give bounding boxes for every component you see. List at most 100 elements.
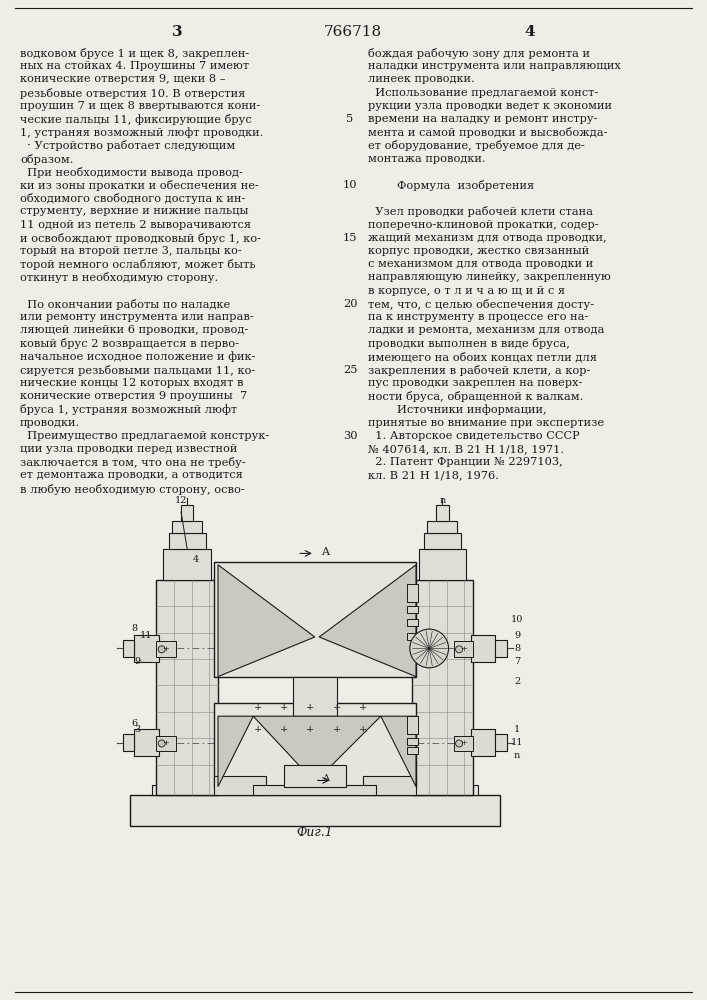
- Text: · Устройство работает следующим: · Устройство работает следующим: [20, 140, 235, 151]
- Text: конические отверстия 9 проушины  7: конические отверстия 9 проушины 7: [20, 391, 247, 401]
- Polygon shape: [253, 716, 381, 782]
- Text: проводки выполнен в виде бруса,: проводки выполнен в виде бруса,: [368, 338, 570, 349]
- Text: 5: 5: [346, 114, 354, 124]
- Circle shape: [410, 629, 448, 668]
- Text: обходимого свободного доступа к ин-: обходимого свободного доступа к ин-: [20, 193, 245, 204]
- Text: По окончании работы по наладке: По окончании работы по наладке: [20, 299, 230, 310]
- Text: 7: 7: [514, 657, 520, 666]
- Text: торый на второй петле 3, пальцы ко-: торый на второй петле 3, пальцы ко-: [20, 246, 242, 256]
- Bar: [495, 640, 507, 657]
- Text: +: +: [280, 725, 288, 734]
- Text: Формула  изобретения: Формула изобретения: [368, 180, 534, 191]
- Text: n: n: [514, 751, 520, 760]
- Text: тем, что, с целью обеспечения досту-: тем, что, с целью обеспечения досту-: [368, 299, 594, 310]
- Bar: [407, 633, 418, 640]
- Text: ки из зоны прокатки и обеспечения не-: ки из зоны прокатки и обеспечения не-: [20, 180, 259, 191]
- Bar: [218, 582, 416, 607]
- Bar: [123, 640, 134, 657]
- Bar: [407, 606, 418, 613]
- Bar: [436, 505, 448, 521]
- Text: проушин 7 и щек 8 ввертываются кони-: проушин 7 и щек 8 ввертываются кони-: [20, 101, 260, 111]
- Text: +: +: [254, 703, 262, 712]
- Text: +: +: [163, 739, 170, 747]
- Text: Узел проводки рабочей клети стана: Узел проводки рабочей клети стана: [368, 206, 593, 217]
- Text: +: +: [359, 703, 368, 712]
- Text: +: +: [333, 703, 341, 712]
- Polygon shape: [319, 565, 416, 677]
- Bar: [407, 738, 418, 745]
- Bar: [173, 521, 202, 533]
- Text: наладки инструмента или направляющих: наладки инструмента или направляющих: [368, 61, 621, 71]
- Text: в корпусе, о т л и ч а ю щ и й с я: в корпусе, о т л и ч а ю щ и й с я: [368, 286, 565, 296]
- Text: 1: 1: [514, 725, 520, 734]
- Text: па к инструменту в процессе его на-: па к инструменту в процессе его на-: [368, 312, 588, 322]
- Text: +: +: [460, 739, 467, 747]
- Text: 6: 6: [132, 719, 137, 728]
- Text: Фиг.1: Фиг.1: [296, 826, 333, 839]
- Text: +: +: [359, 725, 368, 734]
- Text: начальное исходное положение и фик-: начальное исходное положение и фик-: [20, 352, 255, 362]
- Text: ляющей линейки 6 проводки, провод-: ляющей линейки 6 проводки, провод-: [20, 325, 248, 335]
- Text: 2. Патент Франции № 2297103,: 2. Патент Франции № 2297103,: [368, 457, 563, 467]
- Text: Использование предлагаемой конст-: Использование предлагаемой конст-: [368, 88, 598, 98]
- Text: ет оборудование, требуемое для де-: ет оборудование, требуемое для де-: [368, 140, 585, 151]
- Text: +: +: [163, 645, 170, 653]
- Text: A: A: [322, 774, 329, 783]
- Text: ладки и ремонта, механизм для отвода: ладки и ремонта, механизм для отвода: [368, 325, 604, 335]
- Text: ных на стойках 4. Проушины 7 имеют: ных на стойках 4. Проушины 7 имеют: [20, 61, 249, 71]
- Text: мента и самой проводки и высвобожда-: мента и самой проводки и высвобожда-: [368, 127, 607, 138]
- Bar: [471, 635, 495, 662]
- Text: кл. В 21 Н 1/18, 1976.: кл. В 21 Н 1/18, 1976.: [368, 470, 499, 480]
- Text: 12: 12: [175, 496, 187, 505]
- Text: Преимущество предлагаемой конструк-: Преимущество предлагаемой конструк-: [20, 431, 269, 441]
- Text: торой немного ослабляют, может быть: торой немного ослабляют, может быть: [20, 259, 255, 270]
- Text: 4: 4: [193, 555, 199, 564]
- Text: 2: 2: [514, 676, 520, 686]
- Text: образом.: образом.: [20, 154, 74, 165]
- Bar: [407, 716, 418, 734]
- Text: 10: 10: [511, 615, 523, 624]
- Text: рукции узла проводки ведет к экономии: рукции узла проводки ведет к экономии: [368, 101, 612, 111]
- Bar: [454, 736, 473, 751]
- Text: линеек проводки.: линеек проводки.: [368, 74, 474, 84]
- Bar: [471, 729, 495, 756]
- Text: в любую необходимую сторону, осво-: в любую необходимую сторону, осво-: [20, 484, 245, 495]
- Text: 11: 11: [139, 631, 152, 640]
- Polygon shape: [381, 716, 416, 787]
- Circle shape: [455, 740, 462, 747]
- Text: бождая рабочую зону для ремонта и: бождая рабочую зону для ремонта и: [368, 48, 590, 59]
- Text: +: +: [306, 725, 315, 734]
- Text: 8: 8: [514, 644, 520, 653]
- Text: струменту, верхние и нижние пальцы: струменту, верхние и нижние пальцы: [20, 206, 248, 216]
- Bar: [134, 635, 159, 662]
- Text: монтажа проводки.: монтажа проводки.: [368, 154, 486, 164]
- Text: 766718: 766718: [324, 25, 382, 39]
- Bar: [428, 521, 457, 533]
- Text: пус проводки закреплен на поверх-: пус проводки закреплен на поверх-: [368, 378, 583, 388]
- Text: ет демонтажа проводки, а отводится: ет демонтажа проводки, а отводится: [20, 470, 243, 480]
- Text: конические отверстия 9, щеки 8 –: конические отверстия 9, щеки 8 –: [20, 74, 226, 84]
- Text: +: +: [254, 725, 262, 734]
- Text: или ремонту инструмента или направ-: или ремонту инструмента или направ-: [20, 312, 254, 322]
- Bar: [419, 549, 466, 580]
- Text: 15: 15: [343, 233, 357, 243]
- Polygon shape: [218, 716, 253, 787]
- Bar: [134, 729, 159, 756]
- Text: ческие пальцы 11, фиксирующие брус: ческие пальцы 11, фиксирующие брус: [20, 114, 252, 125]
- Text: ковый брус 2 возвращается в перво-: ковый брус 2 возвращается в перво-: [20, 338, 239, 349]
- Text: откинут в необходимую сторону.: откинут в необходимую сторону.: [20, 272, 218, 283]
- Bar: [363, 776, 416, 795]
- Text: жащий механизм для отвода проводки,: жащий механизм для отвода проводки,: [368, 233, 607, 243]
- Bar: [156, 641, 176, 657]
- Text: резьбовые отверстия 10. В отверстия: резьбовые отверстия 10. В отверстия: [20, 88, 245, 99]
- Bar: [411, 580, 473, 795]
- Text: принятые во внимание при экспертизе: принятые во внимание при экспертизе: [368, 418, 604, 428]
- Bar: [495, 734, 507, 751]
- Bar: [407, 619, 418, 626]
- Text: 9: 9: [514, 631, 520, 640]
- Text: 20: 20: [343, 299, 357, 309]
- Text: сируется резьбовыми пальцами 11, ко-: сируется резьбовыми пальцами 11, ко-: [20, 365, 255, 376]
- Bar: [218, 716, 416, 741]
- Bar: [152, 785, 478, 795]
- Text: 3: 3: [134, 725, 140, 734]
